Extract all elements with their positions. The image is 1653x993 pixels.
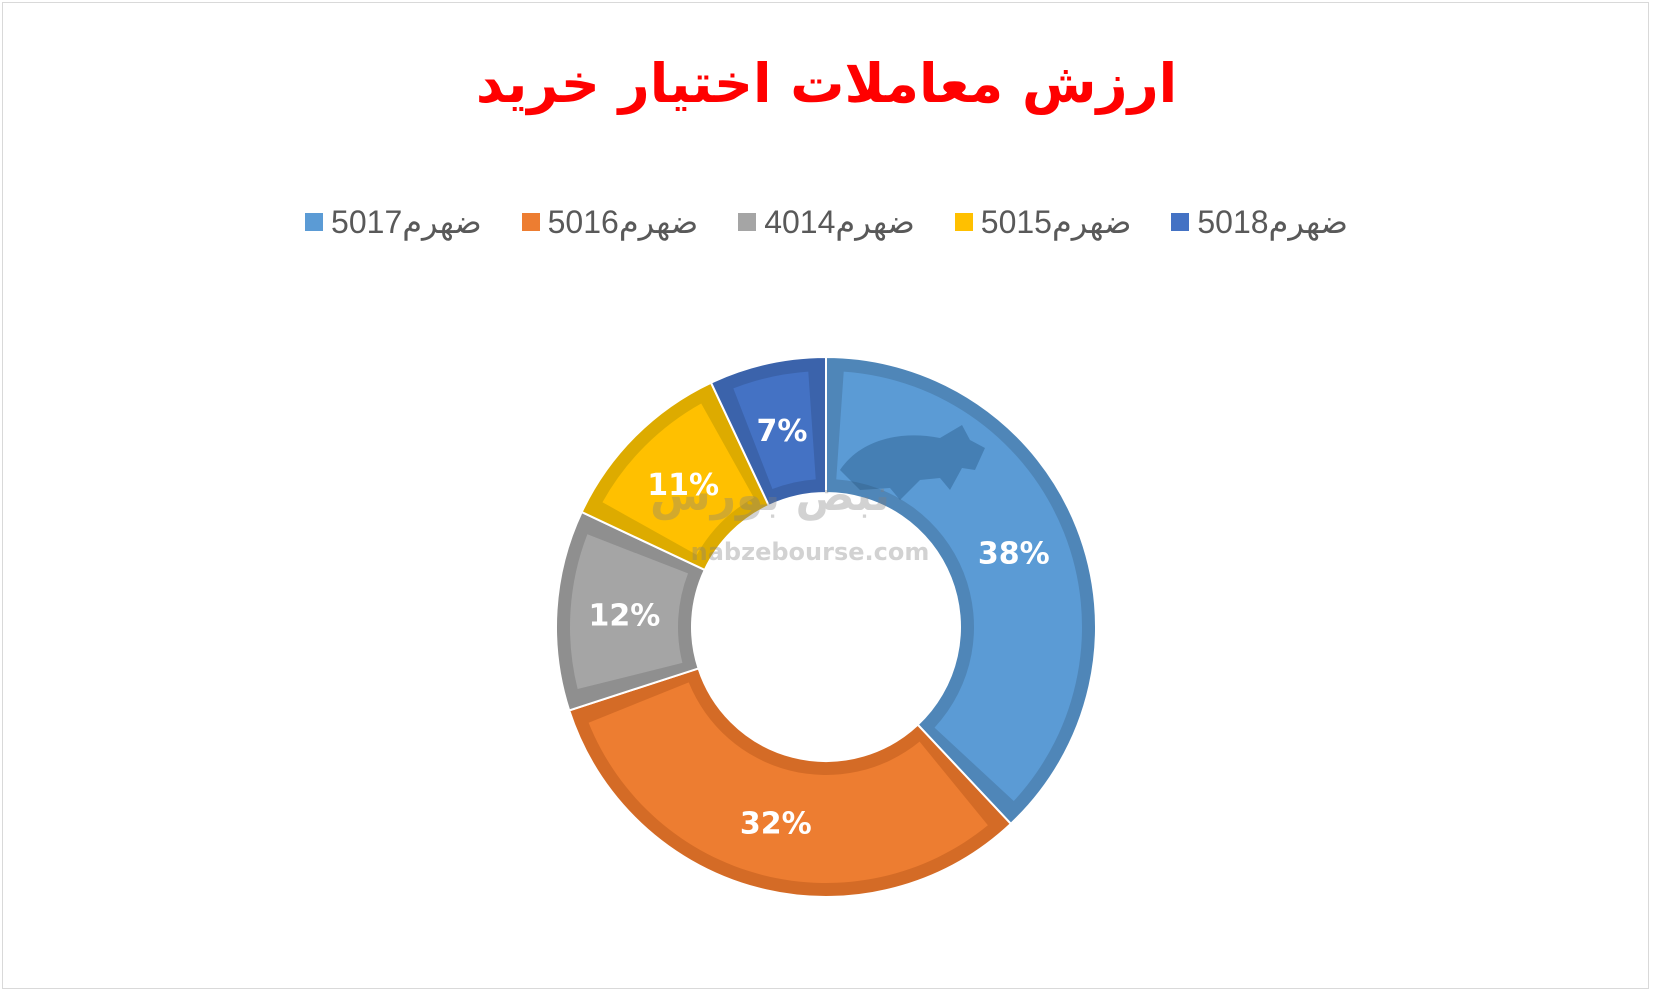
legend-label: ضهرم5016 <box>547 204 699 240</box>
doughnut-slice-fill <box>836 371 1082 802</box>
legend-swatch <box>305 213 324 231</box>
legend-label: ضهرم5015 <box>980 204 1132 240</box>
legend-item: ضهرم5018 <box>1171 203 1348 241</box>
data-labels: 38% 32% 12% 11% 7% <box>588 414 1049 842</box>
legend-item: ضهرم5016 <box>521 203 699 241</box>
legend-item: ضهرم4014 <box>738 203 915 241</box>
legend-swatch <box>1171 213 1190 231</box>
legend-item: ضهرم5017 <box>305 203 482 241</box>
bull-logo-icon <box>840 425 985 500</box>
chart-title: ارزش معاملات اختیار خرید <box>475 52 1178 115</box>
legend-label: ضهرم5018 <box>1197 204 1348 240</box>
legend-swatch <box>738 213 757 231</box>
watermark-logo-text: نبض بورس <box>650 470 890 521</box>
watermark: نبض بورس nabzebourse.com <box>650 425 985 566</box>
doughnut-slice-fill <box>733 371 816 490</box>
data-label: 7% <box>756 414 807 449</box>
legend-swatch <box>521 213 540 231</box>
legend-label: ضهرم4014 <box>764 204 915 240</box>
data-label: 32% <box>740 807 812 842</box>
data-label: 11% <box>647 468 719 503</box>
data-label: 12% <box>588 598 660 633</box>
doughnut-slice-fill <box>588 682 988 883</box>
doughnut-slices <box>555 355 1097 899</box>
legend-swatch <box>954 213 973 231</box>
doughnut-slice-fill <box>602 403 754 555</box>
legend-label: ضهرم5017 <box>331 204 482 240</box>
chart-legend: ضهرم5017 ضهرم5016 ضهرم4014 ضهرم5015 ضهرم5018 <box>0 198 1653 246</box>
doughnut-slice-fill <box>570 534 689 690</box>
watermark-url: nabzebourse.com <box>691 538 930 566</box>
legend-item: ضهرم5015 <box>954 203 1132 241</box>
data-label: 38% <box>978 537 1050 572</box>
